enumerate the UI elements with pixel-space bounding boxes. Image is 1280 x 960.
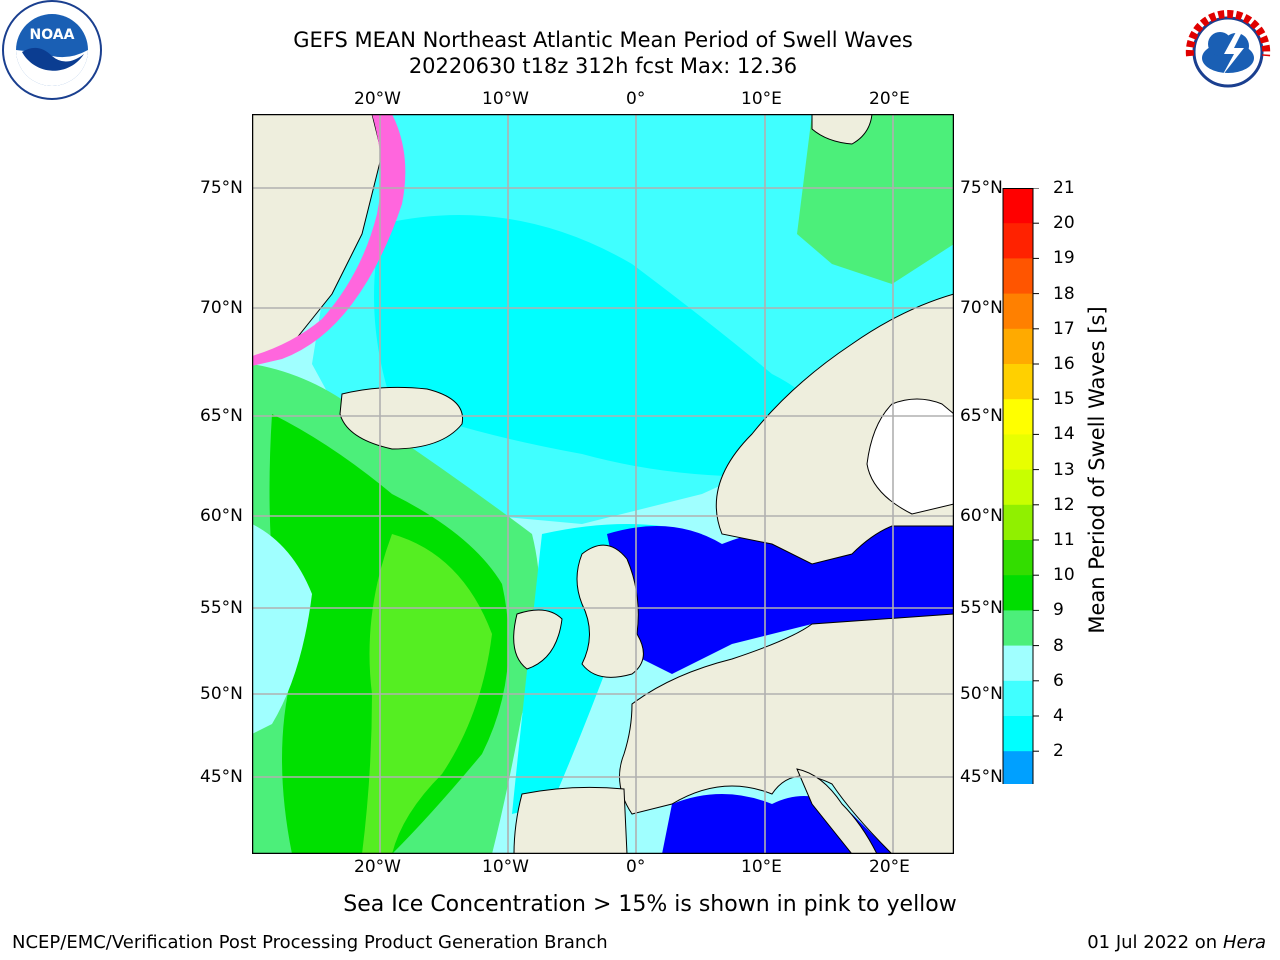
sea-ice-edge (252, 114, 406, 366)
colorbar-band (1003, 258, 1033, 295)
lat-label-left: 55°N (200, 598, 243, 618)
colorbar-band (1003, 188, 1033, 224)
lat-label-right: 70°N (960, 298, 1003, 318)
colorbar-tick-label: 11 (1053, 530, 1075, 550)
svalbard-land (811, 114, 873, 145)
ireland-land (513, 609, 563, 670)
footer-branch: NCEP/EMC/Verification Post Processing Pr… (12, 932, 608, 953)
lon-label-top: 10°E (741, 89, 782, 109)
italy-land (796, 768, 878, 854)
ocean-2-4-northsea (607, 526, 954, 674)
ocean-4-6-region (374, 215, 826, 477)
lon-label-bottom: 20°E (869, 857, 910, 877)
lat-label-right: 45°N (960, 767, 1003, 787)
colorbar-tick-label: 9 (1053, 600, 1064, 621)
colorbar-tick-label: 4 (1053, 706, 1064, 726)
noaa-logo-icon: NOAA (0, 0, 104, 108)
colorbar-tick-label: 10 (1053, 565, 1075, 586)
lon-label-top: 20°E (869, 89, 910, 109)
lon-label-bottom: 20°W (354, 857, 401, 877)
colorbar-tick-label: 14 (1053, 424, 1075, 445)
colorbar-tick-label: 18 (1053, 283, 1075, 304)
colorbar-tick-label: 6 (1053, 670, 1064, 691)
colorbar-band (1003, 645, 1033, 682)
colorbar-tick-label: 20 (1053, 213, 1075, 234)
lon-label-top: 10°W (482, 89, 529, 109)
colorbar-tick-label: 2 (1053, 741, 1064, 762)
colorbar-tick-label: 17 (1053, 318, 1075, 339)
colorbar-band (1003, 575, 1033, 611)
lat-label-right: 55°N (960, 598, 1003, 618)
colorbar-tick-label: 16 (1053, 354, 1075, 374)
sea-ice-note: Sea Ice Concentration > 15% is shown in … (343, 892, 957, 917)
lon-label-top: 20°W (354, 89, 401, 109)
footer-machine: Hera (1222, 932, 1266, 953)
great-britain-land (576, 544, 644, 678)
lon-label-bottom: 10°E (741, 857, 782, 877)
colorbar-band (1003, 504, 1033, 541)
colorbar-tick-label: 13 (1053, 459, 1075, 480)
chart-subtitle: 20220630 t18z 312h fcst Max: 12.36 (408, 54, 798, 78)
colorbar-tick-label: 15 (1053, 389, 1075, 410)
nws-logo-icon (1176, 2, 1280, 108)
colorbar-tick-label: 21 (1053, 178, 1075, 198)
colorbar-tick-label: 12 (1053, 494, 1075, 515)
lon-label-bottom: 0° (626, 857, 646, 877)
lat-label-left: 50°N (200, 684, 243, 704)
colorbar-band (1003, 364, 1033, 400)
lat-label-left: 65°N (200, 406, 243, 426)
swell-period-map (251, 113, 955, 855)
colorbar-tick-label: 19 (1053, 248, 1075, 269)
lon-label-top: 0° (626, 89, 646, 109)
footer-date-text: 01 Jul 2022 on (1087, 932, 1223, 953)
lat-label-left: 75°N (200, 178, 243, 198)
gulf-of-bothnia (866, 398, 954, 515)
colorbar-band (1003, 716, 1033, 752)
ocean-8-9-west (252, 524, 312, 734)
iberia-land (513, 786, 628, 854)
footer-date: 01 Jul 2022 on Hera (1087, 932, 1266, 954)
iceland-land (339, 386, 464, 450)
colorbar-bands (1002, 187, 1039, 818)
map-panel (251, 113, 955, 858)
colorbar-band (1003, 328, 1033, 365)
graticule (252, 114, 954, 854)
colorbar-band (1003, 751, 1033, 787)
svg-text:NOAA: NOAA (30, 27, 75, 43)
chart-title: GEFS MEAN Northeast Atlantic Mean Period… (293, 28, 913, 52)
colorbar-band (1003, 469, 1033, 506)
colorbar-band (1003, 540, 1033, 576)
colorbar (1002, 187, 1044, 818)
colorbar-tick-label: 8 (1053, 635, 1064, 656)
colorbar-title: Mean Period of Swell Waves [s] (1085, 306, 1109, 634)
lat-label-right: 75°N (960, 178, 1003, 198)
colorbar-band (1003, 293, 1033, 330)
lat-label-right: 60°N (960, 506, 1003, 526)
lon-label-bottom: 10°W (482, 857, 529, 877)
lat-label-left: 60°N (200, 506, 243, 526)
lat-label-right: 50°N (960, 684, 1003, 704)
lat-label-right: 65°N (960, 406, 1003, 426)
colorbar-band (1003, 434, 1033, 471)
colorbar-band (1003, 399, 1033, 435)
lat-label-left: 45°N (200, 767, 243, 787)
colorbar-band (1003, 680, 1033, 717)
lat-label-left: 70°N (200, 298, 243, 318)
colorbar-band (1003, 223, 1033, 259)
ocean-9-10-north (797, 114, 954, 284)
colorbar-band (1003, 610, 1033, 647)
